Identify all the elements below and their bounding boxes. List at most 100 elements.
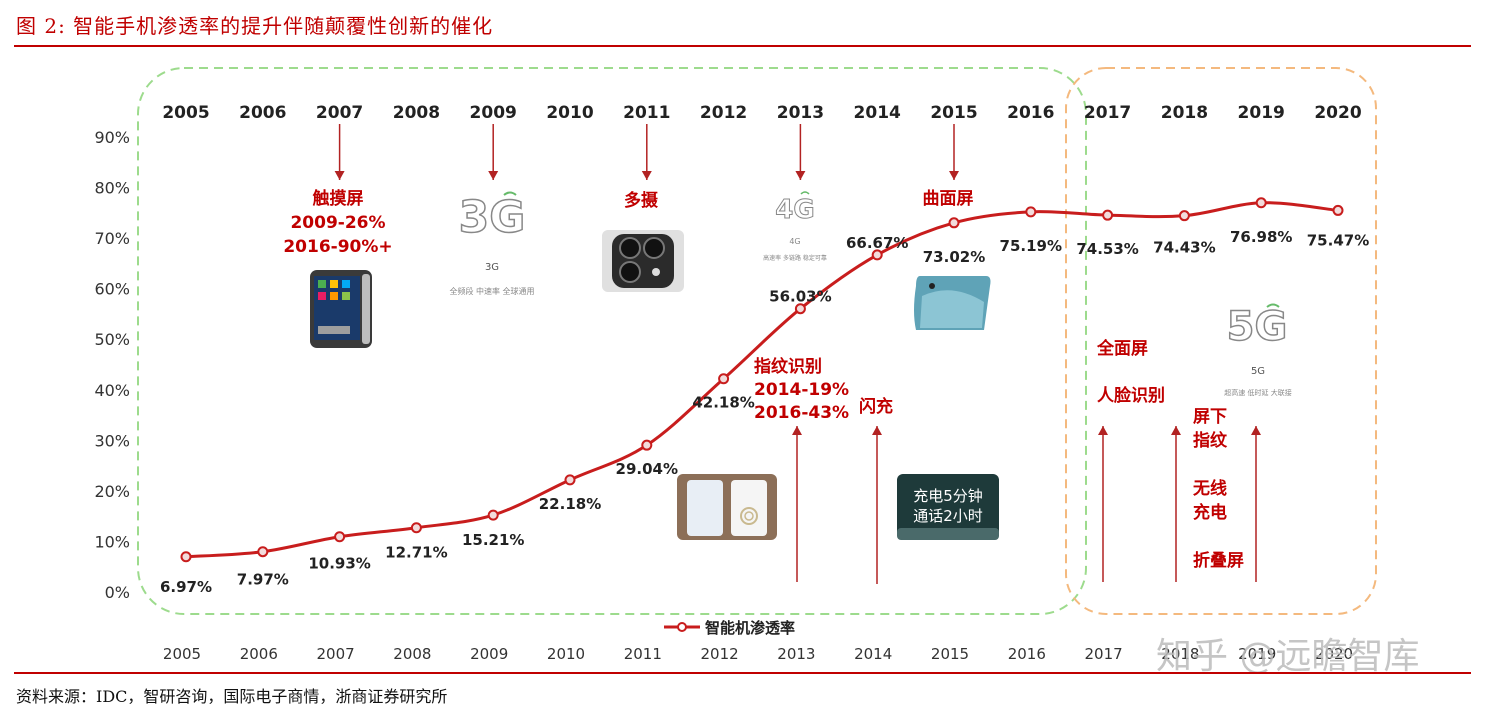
data-point-2019 (1255, 197, 1267, 209)
data-point-2008 (410, 522, 422, 534)
top-year-2018: 2018 (1161, 103, 1208, 123)
arrow-2018-head (1171, 426, 1181, 435)
data-point-2010 (564, 474, 576, 486)
arrow-2013-top-head (795, 171, 806, 180)
data-point-2013 (794, 303, 806, 315)
top-year-2012: 2012 (700, 103, 747, 123)
x-tick-2007: 2007 (317, 645, 355, 663)
annotation-2019-line-4: 折叠屏 (1193, 550, 1244, 571)
data-label-2012: 42.18% (692, 394, 754, 412)
x-tick-2008: 2008 (393, 645, 431, 663)
top-year-2015: 2015 (930, 103, 977, 123)
fingerprint-phone-icon (677, 474, 777, 540)
title-rule (14, 45, 1471, 47)
x-tick-2011: 2011 (624, 645, 662, 663)
legend-label: 智能机渗透率 (705, 619, 795, 637)
arrow-fingerprint-head (792, 426, 802, 435)
arrow-2009-head (488, 171, 499, 180)
annotation-arrows (334, 124, 1261, 584)
badge-5g-label: 5G (1251, 366, 1265, 377)
arrow-2015-head (949, 171, 959, 180)
x-tick-2018: 2018 (1161, 645, 1199, 663)
y-tick-20: 20% (94, 482, 130, 501)
y-tick-10: 10% (94, 532, 130, 551)
data-label-2006: 7.97% (237, 571, 289, 589)
badge-4g-desc: 高速率 多链路 稳定可靠 (763, 254, 827, 262)
x-tick-2009: 2009 (470, 645, 508, 663)
data-point-2014 (871, 249, 883, 261)
fast-charge-line-2: 通话2小时 (913, 507, 983, 525)
arrow-fastcharge-head (872, 426, 882, 435)
top-year-2013: 2013 (777, 103, 824, 123)
data-label-2018: 74.43% (1153, 239, 1215, 257)
badge-5g: 5G 5G 超高速 低时延 大联接 (1224, 303, 1291, 397)
data-point-2011 (641, 439, 653, 451)
top-year-2017: 2017 (1084, 103, 1131, 123)
data-label-2020: 75.47% (1307, 231, 1369, 249)
fast-charge-line-1: 充电5分钟 (913, 487, 983, 505)
3g-logo-icon: 3G (459, 192, 526, 243)
smartphone-icon (310, 270, 372, 348)
y-axis-ticks: 0% 10% 20% 30% 40% 50% 60% 70% 80% 90% (94, 128, 130, 602)
arrow-2011-head (641, 171, 652, 180)
annotation-fastcharge-line-0: 闪充 (859, 396, 893, 417)
top-year-2009: 2009 (470, 103, 517, 123)
4g-logo-icon: 4G (775, 195, 814, 225)
data-point-2012 (718, 373, 730, 385)
annotation-curved-line-0: 曲面屏 (923, 189, 974, 209)
y-tick-80: 80% (94, 179, 130, 198)
annotation-2017-line-0: 全面屏 (1096, 338, 1148, 359)
data-label-2005: 6.97% (160, 578, 212, 596)
x-tick-2012: 2012 (701, 645, 739, 663)
data-label-2013: 56.03% (769, 288, 831, 306)
top-year-2005: 2005 (162, 103, 209, 123)
source-rule (14, 672, 1471, 674)
top-year-2016: 2016 (1007, 103, 1054, 123)
data-point-2005 (180, 551, 192, 563)
top-year-2008: 2008 (393, 103, 440, 123)
annotation-2019-line-1: 指纹 (1193, 430, 1228, 451)
data-label-2014: 66.67% (846, 234, 908, 252)
data-point-2006 (257, 546, 269, 558)
x-tick-2020: 2020 (1315, 645, 1353, 663)
y-tick-30: 30% (94, 431, 130, 450)
era-zone-5g (1065, 67, 1377, 615)
top-year-labels: 2005 2006 2007 2008 2009 2010 2011 2012 2013 2014… (162, 103, 1361, 123)
annotation-multicamera-line-0: 多摄 (624, 190, 659, 211)
annotation-2017-line-1: 人脸识别 (1097, 385, 1165, 406)
annotation-fingerprint-line-2: 2016-43% (754, 403, 849, 423)
x-tick-2017: 2017 (1085, 645, 1123, 663)
figure-title: 图 2: 智能手机渗透率的提升伴随颠覆性创新的催化 (16, 14, 494, 38)
source-note: 资料来源：IDC，智研咨询，国际电子商情，浙商证券研究所 (16, 687, 448, 706)
data-label-2016: 75.19% (1000, 237, 1062, 255)
badge-3g-desc: 全频段 中速率 全球通用 (449, 286, 534, 296)
top-year-2019: 2019 (1238, 103, 1285, 123)
x-tick-2019: 2019 (1238, 645, 1276, 663)
data-label-2011: 29.04% (616, 460, 678, 478)
badge-4g: 4G 4G 高速率 多链路 稳定可靠 (763, 191, 827, 262)
y-tick-60: 60% (94, 280, 130, 299)
top-year-2006: 2006 (239, 103, 286, 123)
top-year-2014: 2014 (854, 103, 901, 123)
data-label-2010: 22.18% (539, 495, 601, 513)
badge-4g-label: 4G (789, 237, 800, 246)
triple-camera-icon (602, 230, 684, 292)
series-points (180, 197, 1344, 563)
data-label-2015: 73.02% (923, 248, 985, 266)
data-label-2009: 15.21% (462, 531, 524, 549)
y-tick-70: 70% (94, 229, 130, 248)
x-tick-2014: 2014 (854, 645, 892, 663)
data-point-2018 (1178, 210, 1190, 222)
annotation-2019-line-0: 屏下 (1193, 407, 1227, 427)
x-tick-2016: 2016 (1008, 645, 1046, 663)
arrow-2019-head (1251, 426, 1261, 435)
badge-3g: 3G 3G 全频段 中速率 全球通用 (449, 191, 534, 296)
era-zone-4g (137, 67, 1087, 615)
data-point-2009 (487, 509, 499, 521)
top-year-2011: 2011 (623, 103, 670, 123)
annotation-fingerprint-line-1: 2014-19% (754, 380, 849, 400)
series-line-penetration (185, 201, 1339, 559)
data-label-2007: 10.93% (308, 555, 370, 573)
x-tick-2005: 2005 (163, 645, 201, 663)
